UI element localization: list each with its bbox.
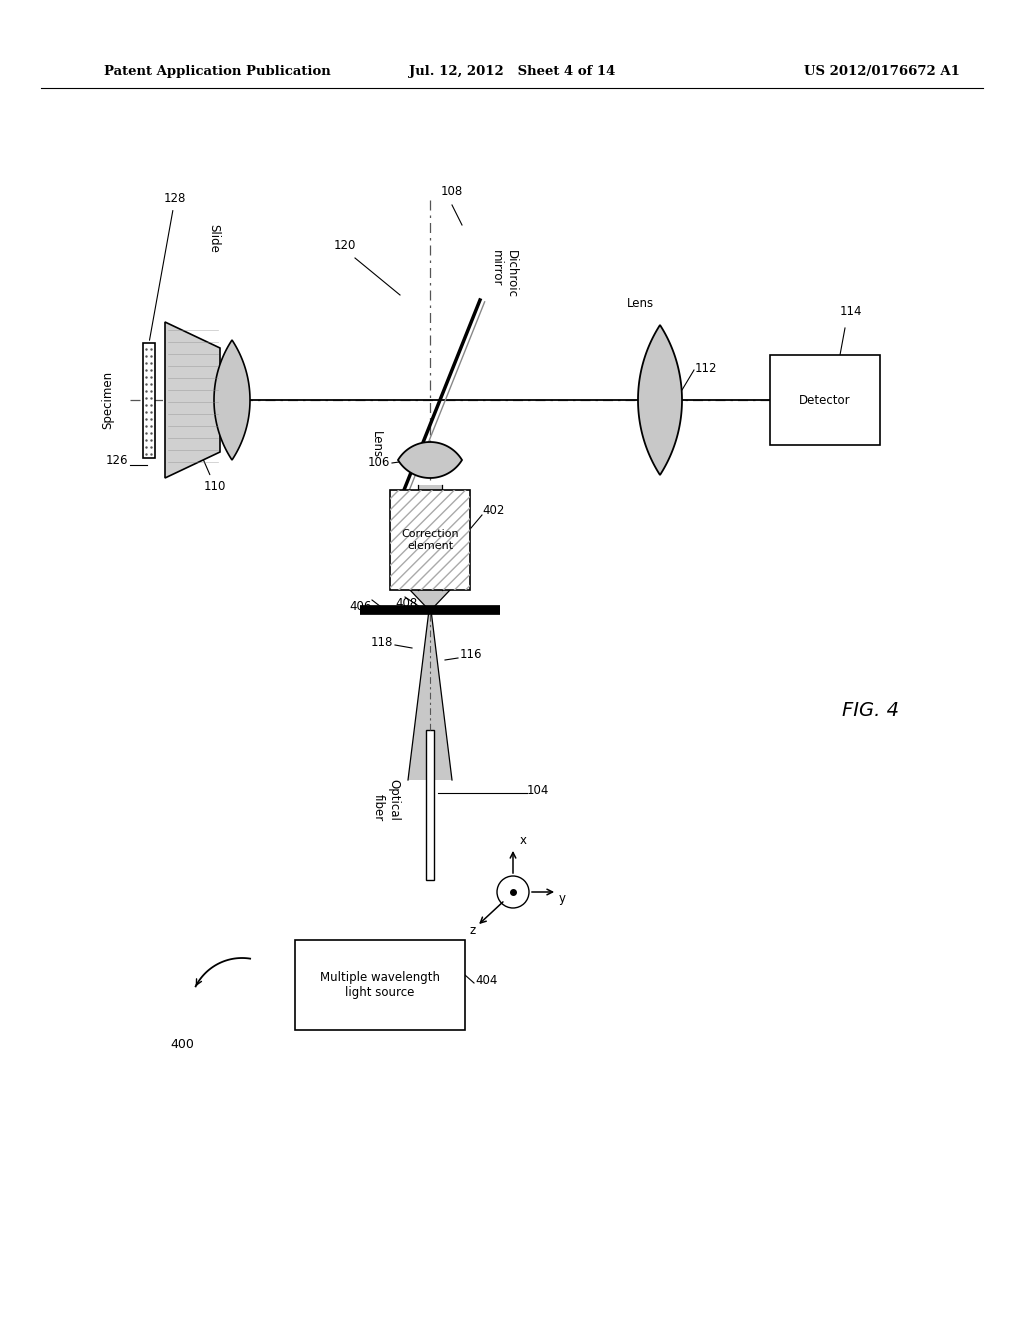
- Text: Patent Application Publication: Patent Application Publication: [104, 66, 331, 78]
- Bar: [770, 355, 880, 445]
- Polygon shape: [638, 325, 682, 475]
- Text: Lens: Lens: [627, 297, 653, 310]
- Text: x: x: [520, 834, 527, 847]
- Text: 112: 112: [695, 362, 718, 375]
- Text: 114: 114: [840, 305, 862, 318]
- Text: FIG. 4: FIG. 4: [842, 701, 898, 719]
- Text: Detector: Detector: [799, 393, 851, 407]
- Text: 406: 406: [349, 601, 372, 612]
- Text: 404: 404: [475, 974, 498, 986]
- Text: 106: 106: [368, 457, 390, 470]
- Text: Dichroic
mirror: Dichroic mirror: [490, 249, 518, 298]
- Text: 128: 128: [150, 191, 186, 341]
- Text: 402: 402: [482, 503, 505, 516]
- Text: Lens: Lens: [370, 432, 383, 458]
- Text: 400: 400: [170, 1039, 194, 1052]
- Bar: [426, 730, 434, 880]
- Text: 104: 104: [527, 784, 549, 796]
- Text: Jul. 12, 2012   Sheet 4 of 14: Jul. 12, 2012 Sheet 4 of 14: [409, 66, 615, 78]
- Text: 110: 110: [201, 454, 226, 492]
- Text: Slide: Slide: [207, 223, 220, 252]
- Polygon shape: [410, 590, 450, 610]
- Text: Correction
element: Correction element: [401, 529, 459, 550]
- Text: 120: 120: [334, 239, 356, 252]
- Text: Optical
fiber: Optical fiber: [372, 779, 400, 821]
- Bar: [390, 490, 470, 590]
- Bar: [418, 490, 442, 590]
- Bar: [390, 490, 470, 590]
- Polygon shape: [408, 610, 452, 780]
- Text: Specimen: Specimen: [101, 371, 115, 429]
- Polygon shape: [214, 341, 250, 459]
- Polygon shape: [398, 442, 462, 478]
- Polygon shape: [165, 322, 220, 478]
- Text: 126: 126: [105, 454, 128, 467]
- Text: y: y: [559, 892, 566, 906]
- Text: US 2012/0176672 A1: US 2012/0176672 A1: [804, 66, 961, 78]
- Bar: [295, 940, 465, 1030]
- Bar: [418, 484, 442, 490]
- Text: Multiple wavelength
light source: Multiple wavelength light source: [319, 972, 440, 999]
- Bar: [143, 343, 155, 458]
- Text: 408: 408: [395, 597, 417, 610]
- Text: 118: 118: [371, 636, 393, 649]
- Text: 116: 116: [460, 648, 482, 661]
- Text: 108: 108: [441, 185, 463, 198]
- Text: z: z: [469, 924, 475, 937]
